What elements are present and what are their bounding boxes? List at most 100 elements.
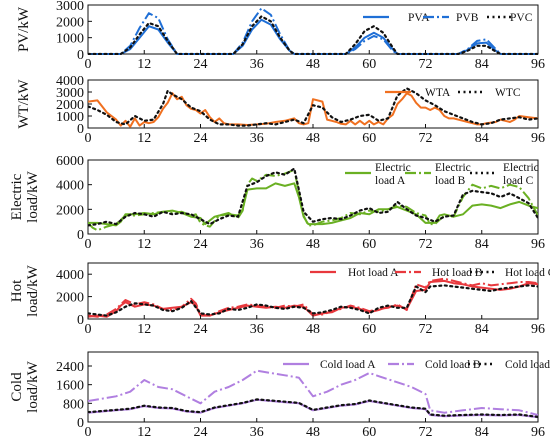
y-axis-label-line: load/kW	[25, 170, 41, 222]
panel-cold: 0 12 24 36 48 60 72 84 96080016002400Coldload/kW…	[9, 351, 550, 440]
x-tick-label: 72	[419, 57, 433, 72]
y-axis-label-line: Electric	[9, 173, 25, 220]
x-tick-label: 36	[250, 131, 264, 146]
series-line-hot-2	[88, 284, 538, 317]
x-tick-label: 60	[362, 425, 376, 440]
legend-label: Electric load A	[375, 162, 411, 187]
x-tick-label: 60	[362, 322, 376, 337]
x-tick-label: 12	[137, 322, 151, 337]
x-tick-label: 60	[362, 237, 376, 252]
y-tick-label: 6000	[56, 154, 84, 169]
y-tick-label: 2000	[56, 203, 84, 218]
legend-label-line: Electric	[375, 162, 411, 174]
x-tick-label: 96	[531, 237, 545, 252]
x-tick-label: 72	[419, 237, 433, 252]
y-tick-label: 2400	[56, 360, 84, 375]
y-tick-label: 1000	[56, 110, 84, 125]
panel-electric: 0 12 24 36 48 60 72 84 960200040006000Electriclo…	[9, 154, 545, 252]
series-line-wt-1	[88, 87, 538, 127]
x-tick-label: 0	[85, 425, 92, 440]
x-tick-label: 48	[306, 131, 320, 146]
x-tick-label: 72	[419, 425, 433, 440]
y-axis-label-line: PV/kW	[16, 6, 32, 52]
x-tick-label: 0	[85, 131, 92, 146]
x-tick-label: 24	[194, 322, 208, 337]
x-tick-label: 96	[531, 131, 545, 146]
y-axis-label: PV/kW	[16, 6, 32, 52]
y-tick-label: 1600	[56, 379, 84, 394]
series-line-cold-1	[88, 369, 538, 416]
y-axis-label: Hotload/kW	[9, 264, 41, 316]
legend-label: PVB	[456, 12, 479, 24]
series-line-wt-0	[88, 92, 538, 128]
x-tick-label: 96	[531, 425, 545, 440]
legend-label: Electric load B	[435, 162, 471, 187]
y-axis-label-line: WT/kW	[16, 79, 32, 129]
x-tick-label: 24	[194, 57, 208, 72]
legend-label: Hot load C	[505, 267, 550, 279]
x-tick-label: 96	[531, 57, 545, 72]
series-line-cold-2	[88, 398, 538, 418]
y-axis-label-line: load/kW	[25, 360, 41, 412]
series-line-hot-0	[88, 279, 538, 318]
y-axis-label-line: load/kW	[25, 264, 41, 316]
legend-wt: WTA WTC	[385, 87, 521, 99]
x-tick-label: 12	[137, 57, 151, 72]
series-line-electric-2	[88, 167, 538, 227]
series-line-hot-1	[88, 277, 538, 318]
x-tick-label: 12	[137, 131, 151, 146]
x-tick-label: 48	[306, 57, 320, 72]
legend-pv: PVA PVB PVC	[363, 12, 533, 24]
legend-label: PVC	[510, 12, 533, 24]
x-tick-label: 72	[419, 322, 433, 337]
x-tick-label: 0	[85, 57, 92, 72]
x-tick-label: 24	[194, 425, 208, 440]
y-tick-label: 4000	[56, 74, 84, 89]
y-axis-label: Electricload/kW	[9, 170, 41, 222]
panel-hot: 0 12 24 36 48 60 72 84 96 0 2000 4000 Hotload/kW Hot …	[9, 262, 550, 337]
x-tick-label: 36	[250, 322, 264, 337]
x-tick-label: 84	[475, 237, 489, 252]
legend-label: Cold load A	[505, 359, 550, 371]
x-tick-label: 84	[475, 131, 489, 146]
y-axis-label-line: Hot	[9, 279, 25, 302]
y-tick-label: 4000	[56, 268, 84, 283]
y-axis-label-line: Cold	[9, 372, 25, 402]
x-tick-label: 72	[419, 131, 433, 146]
x-tick-label: 36	[250, 425, 264, 440]
legend-label-line: load B	[435, 175, 466, 187]
x-tick-label: 36	[250, 237, 264, 252]
legend-label: PVA	[408, 12, 430, 24]
y-tick-label: 0	[77, 313, 84, 328]
y-tick-label: 800	[63, 397, 84, 412]
x-tick-label: 0	[85, 237, 92, 252]
y-tick-label: 4000	[56, 179, 84, 194]
x-tick-label: 84	[475, 57, 489, 72]
y-axis-label: Coldload/kW	[9, 360, 41, 412]
y-tick-label: 0	[77, 416, 84, 431]
x-tick-label: 12	[137, 237, 151, 252]
x-tick-label: 84	[475, 425, 489, 440]
y-tick-label: 2000	[56, 15, 84, 30]
x-tick-label: 60	[362, 57, 376, 72]
legend-cold: Cold load A Cold load B Cold load A	[283, 359, 550, 371]
x-tick-label: 48	[306, 237, 320, 252]
y-tick-label: 0	[77, 48, 84, 63]
y-tick-label: 0	[77, 122, 84, 137]
y-tick-label: 2000	[56, 291, 84, 306]
series-line-pv-2	[88, 15, 538, 55]
x-tick-label: 12	[137, 425, 151, 440]
legend-label-line: load A	[375, 175, 406, 187]
series-line-electric-0	[88, 182, 538, 227]
y-tick-label: 1000	[56, 32, 84, 47]
x-tick-label: 84	[475, 322, 489, 337]
x-tick-label: 60	[362, 131, 376, 146]
y-tick-label: 3000	[56, 86, 84, 101]
x-tick-label: 48	[306, 322, 320, 337]
legend-label-line: Electric	[435, 162, 471, 174]
legend-label: Hot load A	[348, 267, 399, 279]
x-tick-label: 0	[85, 322, 92, 337]
